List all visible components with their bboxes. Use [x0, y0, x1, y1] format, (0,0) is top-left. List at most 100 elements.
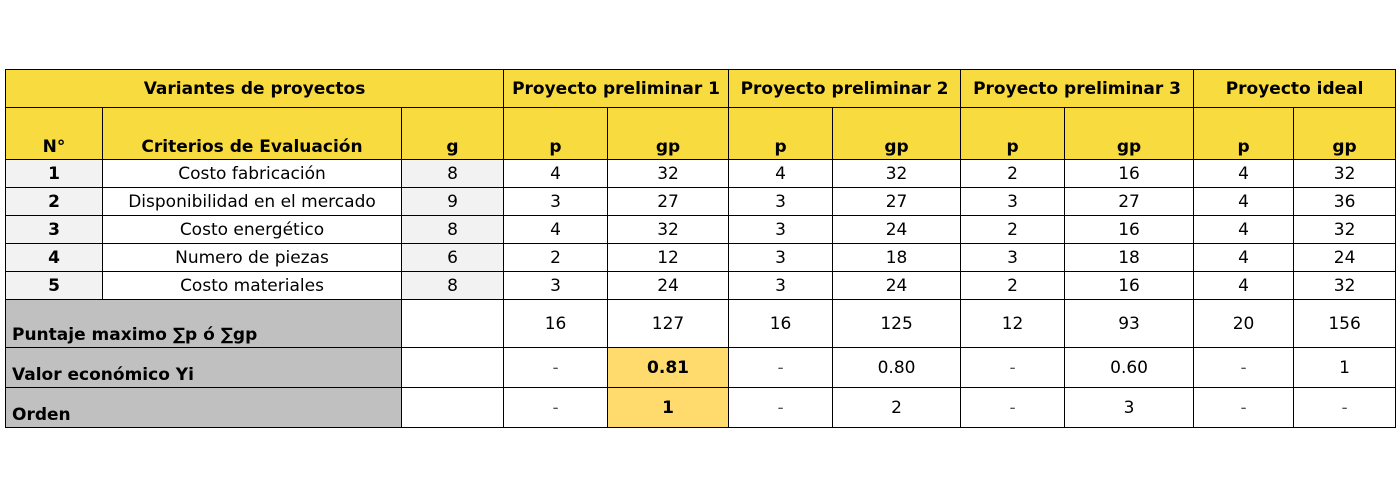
valor-highlight: 0.81 [607, 347, 730, 388]
criterion-name: Costo fabricación [102, 159, 402, 188]
empty-cell [400, 387, 505, 428]
row-number: 1 [5, 159, 103, 188]
criterion-name: Numero de piezas [102, 243, 402, 272]
cell-p: 3 [728, 187, 834, 216]
valor-p: - [503, 347, 609, 388]
p-header: p [1193, 107, 1295, 160]
cell-p: 4 [1193, 243, 1295, 272]
valor-p: - [960, 347, 1066, 388]
row-number: 4 [5, 243, 103, 272]
criterion-name: Costo materiales [102, 271, 402, 300]
cell-gp: 32 [607, 215, 730, 244]
cell-gp: 32 [832, 159, 962, 188]
cell-p: 4 [1193, 159, 1295, 188]
cell-p: 2 [503, 243, 609, 272]
project-1-header: Proyecto preliminar 1 [503, 69, 730, 108]
orden-p: - [1193, 387, 1295, 428]
puntaje-gp: 156 [1293, 299, 1397, 348]
num-header: N° [5, 107, 103, 160]
header-row-sub: N° Criterios de Evaluación g p gp p gp p… [5, 107, 1397, 160]
table-row: 4 Numero de piezas 6 2 12 3 18 3 18 4 24 [5, 243, 1397, 272]
puntaje-gp: 125 [832, 299, 962, 348]
cell-p: 4 [1193, 271, 1295, 300]
row-number: 2 [5, 187, 103, 216]
weight-g: 8 [400, 215, 505, 244]
cell-p: 2 [960, 271, 1066, 300]
valor-gp: 0.80 [832, 347, 962, 388]
cell-gp: 27 [832, 187, 962, 216]
header-row-top: Variantes de proyectos Proyecto prelimin… [4, 69, 1397, 108]
cell-p: 4 [728, 159, 834, 188]
valor-gp: 1 [1293, 347, 1397, 388]
puntaje-p: 12 [960, 299, 1066, 348]
gp-header: gp [1293, 107, 1397, 160]
cell-p: 4 [1193, 187, 1295, 216]
puntaje-row: Puntaje maximo ∑p ó ∑gp 16 127 16 125 12… [5, 299, 1397, 348]
orden-gp: - [1293, 387, 1397, 428]
orden-row: Orden - 1 - 2 - 3 - - [5, 387, 1397, 428]
weight-g: 8 [400, 159, 505, 188]
puntaje-label: Puntaje maximo ∑p ó ∑gp [5, 299, 402, 348]
cell-gp: 16 [1064, 271, 1195, 300]
project-2-header: Proyecto preliminar 2 [728, 69, 962, 108]
evaluation-table: Variantes de proyectos Proyecto prelimin… [4, 69, 1397, 428]
gp-header: gp [832, 107, 962, 160]
weight-g: 8 [400, 271, 505, 300]
puntaje-p: 20 [1193, 299, 1295, 348]
criterion-name: Disponibilidad en el mercado [102, 187, 402, 216]
criteria-header: Criterios de Evaluación [102, 107, 402, 160]
empty-cell [400, 347, 505, 388]
cell-p: 4 [503, 159, 609, 188]
orden-highlight: 1 [607, 387, 730, 428]
cell-gp: 18 [832, 243, 962, 272]
valor-gp: 0.60 [1064, 347, 1195, 388]
cell-p: 3 [728, 215, 834, 244]
orden-p: - [728, 387, 834, 428]
cell-gp: 16 [1064, 159, 1195, 188]
puntaje-gp: 127 [607, 299, 730, 348]
cell-p: 3 [960, 187, 1066, 216]
cell-p: 3 [728, 271, 834, 300]
cell-gp: 27 [607, 187, 730, 216]
p-header: p [960, 107, 1066, 160]
cell-gp: 16 [1064, 215, 1195, 244]
table-row: 3 Costo energético 8 4 32 3 24 2 16 4 32 [5, 215, 1397, 244]
cell-gp: 32 [607, 159, 730, 188]
cell-p: 3 [503, 271, 609, 300]
valor-p: - [728, 347, 834, 388]
cell-gp: 24 [832, 215, 962, 244]
row-number: 5 [5, 271, 103, 300]
orden-p: - [960, 387, 1066, 428]
valor-row: Valor económico Yi - 0.81 - 0.80 - 0.60 … [5, 347, 1397, 388]
project-3-header: Proyecto preliminar 3 [960, 69, 1195, 108]
g-header: g [400, 107, 505, 160]
puntaje-gp: 93 [1064, 299, 1195, 348]
cell-gp: 32 [1293, 271, 1397, 300]
cell-p: 3 [728, 243, 834, 272]
variants-header: Variantes de proyectos [4, 69, 505, 108]
p-header: p [503, 107, 609, 160]
row-number: 3 [5, 215, 103, 244]
empty-cell [400, 299, 505, 348]
cell-gp: 32 [1293, 215, 1397, 244]
cell-gp: 12 [607, 243, 730, 272]
cell-p: 3 [960, 243, 1066, 272]
weight-g: 6 [400, 243, 505, 272]
table-row: 2 Disponibilidad en el mercado 9 3 27 3 … [5, 187, 1397, 216]
valor-p: - [1193, 347, 1295, 388]
puntaje-p: 16 [503, 299, 609, 348]
valor-label: Valor económico Yi [5, 347, 402, 388]
cell-gp: 24 [1293, 243, 1397, 272]
orden-gp: 2 [832, 387, 962, 428]
table-row: 1 Costo fabricación 8 4 32 4 32 2 16 4 3… [5, 159, 1397, 188]
orden-label: Orden [5, 387, 402, 428]
cell-p: 4 [503, 215, 609, 244]
gp-header: gp [1064, 107, 1195, 160]
orden-p: - [503, 387, 609, 428]
cell-gp: 24 [607, 271, 730, 300]
cell-gp: 18 [1064, 243, 1195, 272]
cell-p: 2 [960, 215, 1066, 244]
table-row: 5 Costo materiales 8 3 24 3 24 2 16 4 32 [5, 271, 1397, 300]
cell-gp: 36 [1293, 187, 1397, 216]
cell-p: 4 [1193, 215, 1295, 244]
